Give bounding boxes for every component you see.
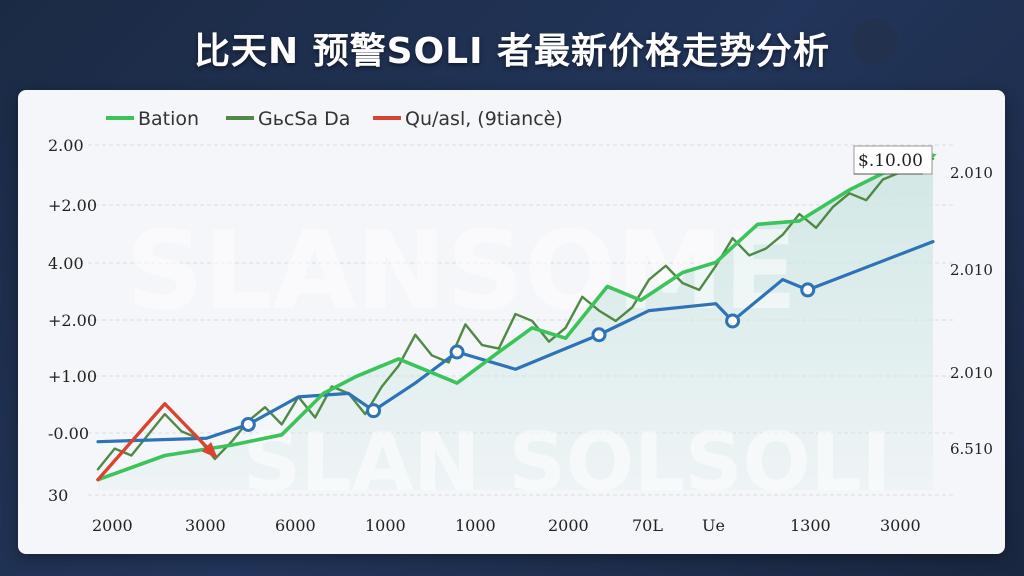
series-point (800, 282, 816, 298)
series-point (240, 416, 256, 432)
price-chart: 2.00 +2.00 4.00 +2.00 +1.00 -0.00 30 2.010 2.010… (48, 108, 993, 535)
y-tick-label: 30 (48, 486, 68, 505)
x-tick-label: 1000 (365, 516, 406, 535)
x-tick-label: 3000 (880, 516, 921, 535)
right-tick-label: 6.510 (950, 440, 993, 458)
y-tick-label: 2.00 (48, 136, 84, 155)
series-point (591, 327, 607, 343)
decorative-circle (852, 18, 898, 64)
watermark-line2: SLAN SOLSOLI (243, 416, 891, 509)
x-tick-label: Ue (702, 516, 725, 535)
y-tick-label: -0.00 (48, 424, 89, 443)
series-line-quasl (96, 402, 217, 482)
y-tick-label: +2.00 (48, 311, 97, 330)
right-tick-label: 2.010 (950, 261, 993, 279)
legend-label: Qu/asl, (9tiancè) (405, 108, 563, 130)
legend-label: GьcSa Da (258, 108, 350, 130)
x-tick-label: 2000 (548, 516, 589, 535)
callout-label: $.10.00 (858, 151, 923, 171)
x-tick-label: 1000 (455, 516, 496, 535)
y-tick-label: 4.00 (48, 254, 84, 273)
arrow-head-quasl (201, 442, 218, 459)
y-tick-label: +2.00 (48, 196, 97, 215)
area-fill (98, 155, 933, 490)
x-tick-label: 1300 (790, 516, 831, 535)
series-point (449, 344, 465, 360)
chart-panel: 2.00 +2.00 4.00 +2.00 +1.00 -0.00 30 2.010 2.010… (18, 90, 1005, 554)
legend-label: Bation (138, 108, 199, 130)
x-tick-label: 3000 (185, 516, 226, 535)
right-tick-label: 2.010 (950, 164, 993, 182)
y-tick-label: +1.00 (48, 367, 97, 386)
watermark-line1: SLANSOME (126, 209, 797, 334)
right-tick-label: 2.010 (950, 364, 993, 382)
x-tick-label: 70L (632, 516, 663, 535)
page-title: 比天N 预警SOLI 者最新价格走势分析 (193, 31, 831, 72)
series-line-bation (96, 153, 935, 482)
series-point (366, 403, 382, 419)
series-point (725, 313, 741, 329)
x-tick-label: 2000 (92, 516, 133, 535)
x-tick-label: 6000 (275, 516, 316, 535)
